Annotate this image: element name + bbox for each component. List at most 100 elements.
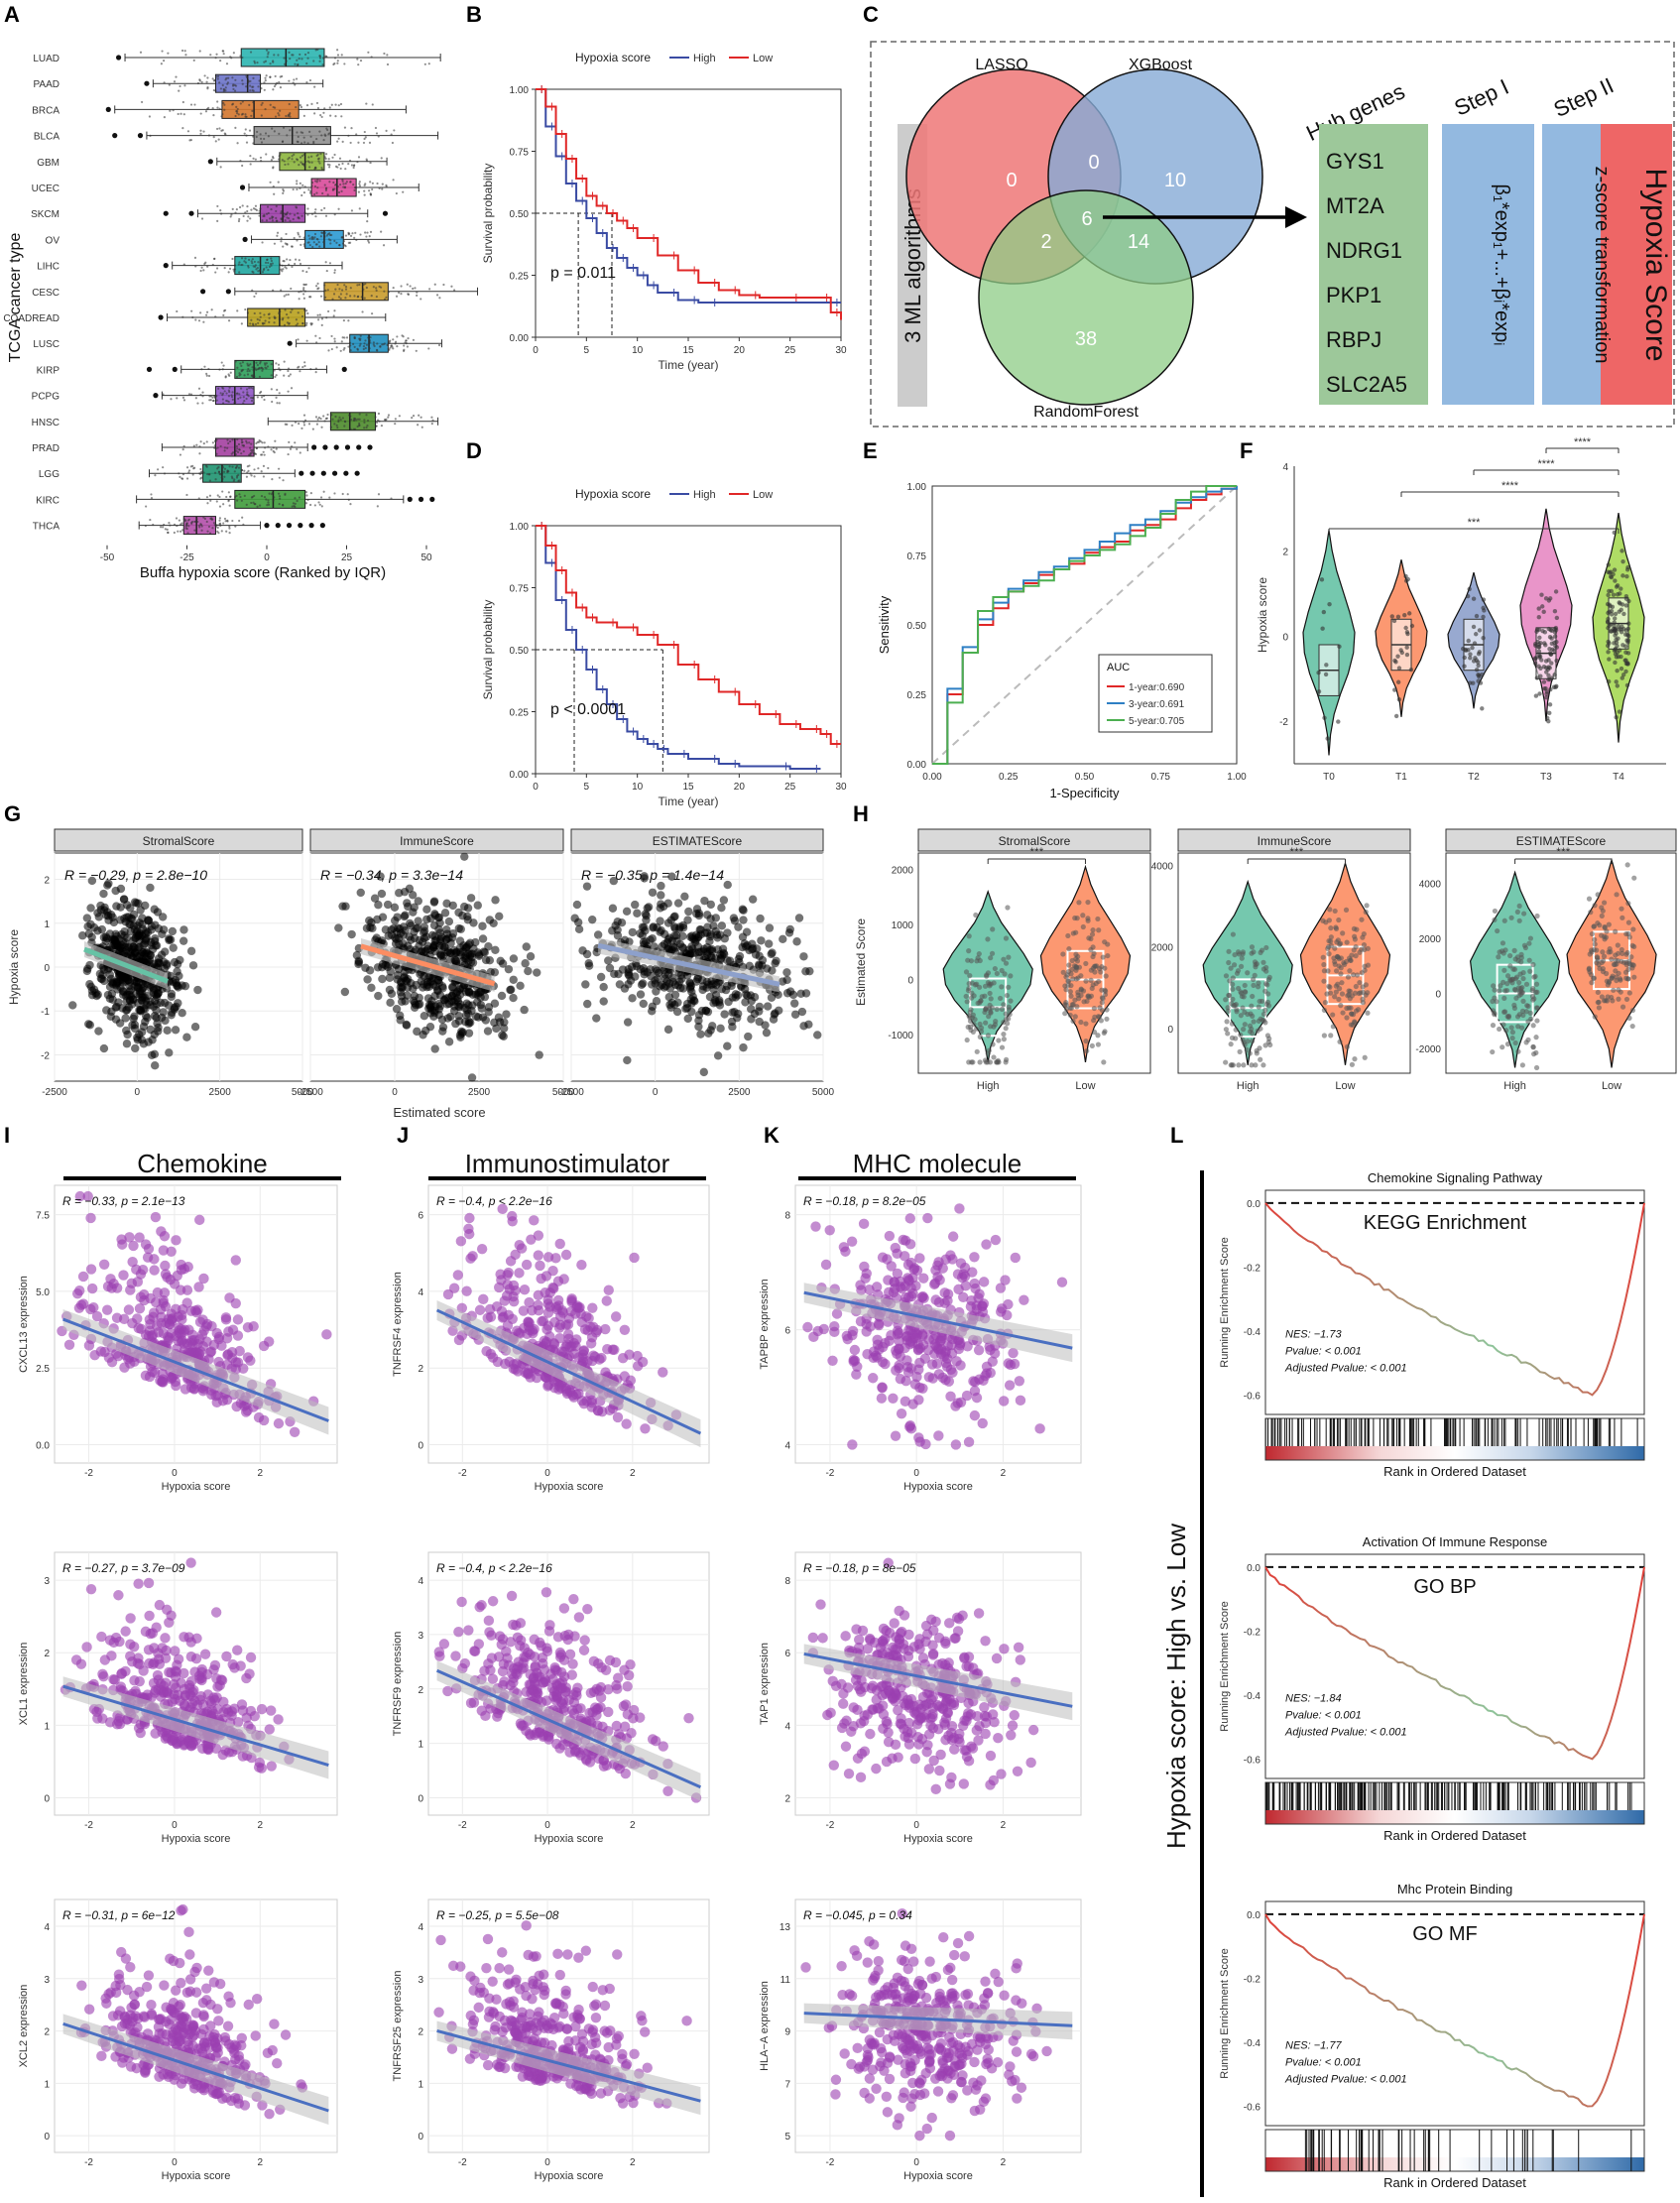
jitter-point <box>245 141 249 144</box>
scatter-point <box>149 984 158 993</box>
jitter-point <box>208 473 211 476</box>
y-tick-label: 0.50 <box>510 209 530 220</box>
jitter-point <box>265 219 269 222</box>
jitter-point <box>252 402 255 405</box>
jitter-point <box>303 290 306 293</box>
violin-point <box>1631 875 1637 881</box>
jitter-point <box>175 75 178 78</box>
violin-point <box>1245 1039 1251 1044</box>
jitter-point <box>314 243 318 246</box>
jitter-point <box>283 57 286 60</box>
violin-point <box>1592 1014 1598 1020</box>
jitter-point <box>416 294 419 298</box>
jitter-point <box>295 323 298 327</box>
violin-point <box>1239 955 1245 961</box>
violin-point <box>1083 960 1089 967</box>
violin-point <box>1514 1014 1521 1020</box>
jitter-point <box>386 343 389 346</box>
x-tick-label: 15 <box>682 345 694 356</box>
jitter-point <box>260 366 263 369</box>
scatter-point <box>649 923 658 932</box>
jitter-point <box>382 244 386 247</box>
scatter-point <box>757 936 766 945</box>
jitter-point <box>340 54 343 57</box>
jitter-point <box>177 112 180 116</box>
scatter-point <box>366 922 375 932</box>
scatter-point <box>154 1027 163 1036</box>
jitter-point <box>303 141 306 144</box>
violin-point <box>1227 978 1233 984</box>
jitter-point <box>299 262 302 266</box>
jitter-point <box>263 441 266 444</box>
violin-point <box>1395 654 1400 659</box>
hub-gene: PKP1 <box>1326 283 1381 307</box>
violin-point <box>1504 973 1511 979</box>
violin-point <box>1328 925 1334 931</box>
jitter-point <box>304 323 308 326</box>
jitter-point <box>208 479 211 482</box>
scatter-point <box>119 895 129 904</box>
scatter-point <box>623 1018 633 1027</box>
hyp-box <box>1601 124 1672 405</box>
jitter-point <box>309 189 312 192</box>
scatter-point <box>716 955 725 964</box>
jitter-point <box>301 184 304 186</box>
violin-point <box>1625 930 1631 937</box>
cancer-label: COADREAD <box>3 313 60 324</box>
violin-point <box>1620 1004 1626 1010</box>
jitter-point <box>267 268 270 272</box>
violin-point <box>1523 981 1530 987</box>
jitter-point <box>202 471 205 474</box>
jitter-point <box>337 419 340 422</box>
scatter-point <box>394 923 403 932</box>
jitter-point <box>233 268 237 271</box>
scatter-point <box>723 928 732 937</box>
jitter-point <box>358 181 361 184</box>
jitter-point <box>395 295 399 298</box>
jitter-point <box>221 392 225 395</box>
jitter-point <box>227 400 230 404</box>
violin-point <box>1343 907 1350 913</box>
jitter-point <box>222 89 225 93</box>
jitter-point <box>331 298 334 301</box>
jitter-point <box>328 164 331 167</box>
jitter-point <box>336 61 339 64</box>
jitter-point <box>245 503 248 506</box>
jitter-point <box>202 442 205 445</box>
violin-point <box>1396 666 1402 671</box>
jitter-point <box>223 132 226 135</box>
jitter-point <box>252 157 255 160</box>
violin-point <box>1497 988 1502 994</box>
jitter-point <box>222 101 225 105</box>
cancer-label: PRAD <box>32 443 60 454</box>
scatter-point <box>426 914 435 923</box>
scatter-point <box>173 959 182 969</box>
scatter-point <box>615 980 625 989</box>
jitter-point <box>369 230 373 233</box>
violin-point <box>1515 957 1521 964</box>
scatter-point <box>409 996 419 1006</box>
jitter-point <box>366 231 369 234</box>
jitter-point <box>371 103 374 106</box>
violin-point <box>1325 968 1331 974</box>
jitter-point <box>375 287 378 290</box>
violin-point <box>985 1033 992 1039</box>
violin-point <box>1620 549 1624 553</box>
jitter-point <box>281 318 285 321</box>
jitter-point <box>297 135 300 138</box>
jitter-point <box>347 163 350 166</box>
violin-point <box>992 965 998 972</box>
violin-point <box>1527 1010 1533 1016</box>
violin-point <box>1623 975 1629 981</box>
jitter-point <box>289 57 292 61</box>
jitter-point <box>282 479 285 482</box>
jitter-point <box>267 501 270 504</box>
violin-point <box>1589 980 1595 986</box>
jitter-point <box>308 296 311 299</box>
jitter-point <box>233 401 236 405</box>
violin-point <box>1629 942 1635 948</box>
x-tick-label: -2500 <box>298 1087 323 1098</box>
cancer-label: LUSC <box>33 339 60 350</box>
jitter-point <box>282 245 285 248</box>
jitter-point <box>218 495 221 499</box>
